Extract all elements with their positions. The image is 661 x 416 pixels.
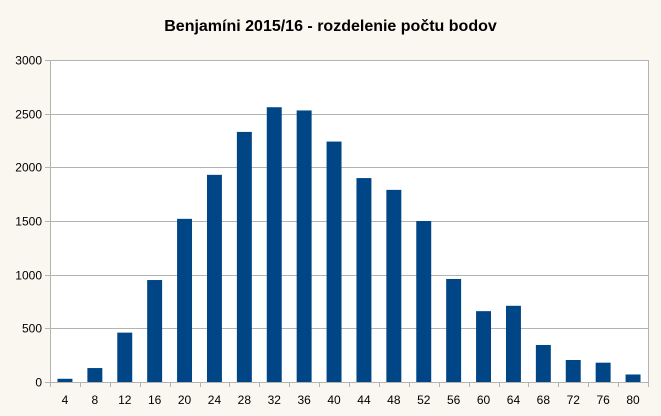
x-tick-label: 52 [417,393,431,407]
bar-28 [236,131,252,382]
x-tick-label: 24 [208,393,222,407]
x-tick-label: 40 [327,393,341,407]
y-tick-label: 2500 [15,108,42,122]
bar-76 [595,362,611,382]
bar-16 [147,280,163,382]
bar-layer [57,107,641,382]
x-tick-label: 20 [178,393,192,407]
x-tick-label: 64 [507,393,521,407]
grid-layer [50,60,648,383]
y-tick-label: 1000 [15,269,42,283]
y-tick-label: 500 [22,322,42,336]
bar-24 [206,174,222,382]
y-tick-label: 0 [35,376,42,390]
bar-48 [386,189,402,382]
plot-border [50,60,649,383]
x-tick-label: 36 [297,393,311,407]
x-tick-label: 44 [357,393,371,407]
bar-20 [177,218,193,382]
bar-72 [565,360,581,382]
x-tick-label: 76 [596,393,610,407]
bar-8 [87,368,103,382]
x-tick-label: 80 [626,393,640,407]
bar-56 [446,278,462,382]
bar-4 [57,378,73,382]
bar-52 [416,221,432,382]
y-tick-label: 2000 [15,161,42,175]
x-tick-label: 60 [477,393,491,407]
x-tick-label: 16 [148,393,162,407]
bar-32 [266,107,282,382]
bar-40 [326,141,342,382]
chart-title: Benjamíni 2015/16 - rozdelenie počtu bod… [164,18,497,35]
x-tick-label: 8 [92,393,99,407]
bar-36 [296,110,312,382]
x-tick-label: 72 [567,393,581,407]
bar-60 [476,311,492,382]
bar-12 [117,332,133,382]
x-tick-label: 32 [268,393,282,407]
y-tick-label: 1500 [15,215,42,229]
x-tick-label: 28 [238,393,252,407]
x-tick-label: 12 [118,393,132,407]
bar-80 [625,374,641,382]
bar-64 [505,305,521,382]
axis-layer [45,60,649,387]
x-tick-label: 56 [447,393,461,407]
bar-68 [535,344,551,382]
x-tick-label: 48 [387,393,401,407]
x-tick-label: 4 [62,393,69,407]
bar-44 [356,178,372,382]
x-tick-label: 68 [537,393,551,407]
y-tick-label: 3000 [15,54,42,68]
